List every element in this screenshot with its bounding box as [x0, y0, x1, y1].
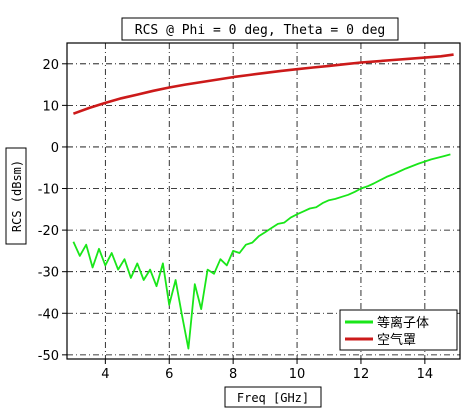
x-axis-label: Freq [GHz]	[237, 391, 309, 405]
ylabel-box	[5, 147, 27, 245]
y-tick-label: -20	[38, 224, 59, 239]
y-tick-label: -10	[38, 183, 59, 198]
legend-label-air-cover: 空气罩	[377, 332, 416, 348]
chart-title: RCS @ Phi = 0 deg, Theta = 0 deg	[135, 23, 385, 38]
y-tick-label: 0	[51, 141, 59, 156]
legend-box	[339, 309, 458, 351]
title-box	[121, 17, 399, 41]
x-tick-label: 14	[417, 367, 434, 382]
y-axis-label: RCS (dBsm)	[10, 160, 24, 232]
x-tick-label: 12	[353, 367, 370, 382]
y-tick-label: 10	[42, 99, 59, 114]
x-tick-label: 4	[101, 367, 109, 382]
x-tick-label: 6	[165, 367, 173, 382]
y-tick-label: -40	[38, 307, 59, 322]
series-line-plasma	[72, 153, 451, 350]
series-lines	[72, 53, 454, 350]
x-axis-ticks: 4 6 8 10 12 14	[101, 359, 433, 382]
grid-lines	[67, 43, 460, 359]
x-tick-label: 8	[229, 367, 237, 382]
x-tick-label: 10	[289, 367, 306, 382]
y-axis-ticks: 20 10 0 -10 -20 -30 -40 -50	[38, 58, 67, 364]
legend-label-plasma: 等离子体	[377, 315, 429, 331]
y-tick-label: 20	[42, 58, 59, 73]
xlabel-box	[224, 386, 322, 408]
legend: 等离子体 空气罩	[339, 309, 458, 351]
y-tick-label: -50	[38, 349, 59, 364]
y-tick-label: -30	[38, 266, 59, 281]
series-line-air-cover	[72, 53, 454, 115]
